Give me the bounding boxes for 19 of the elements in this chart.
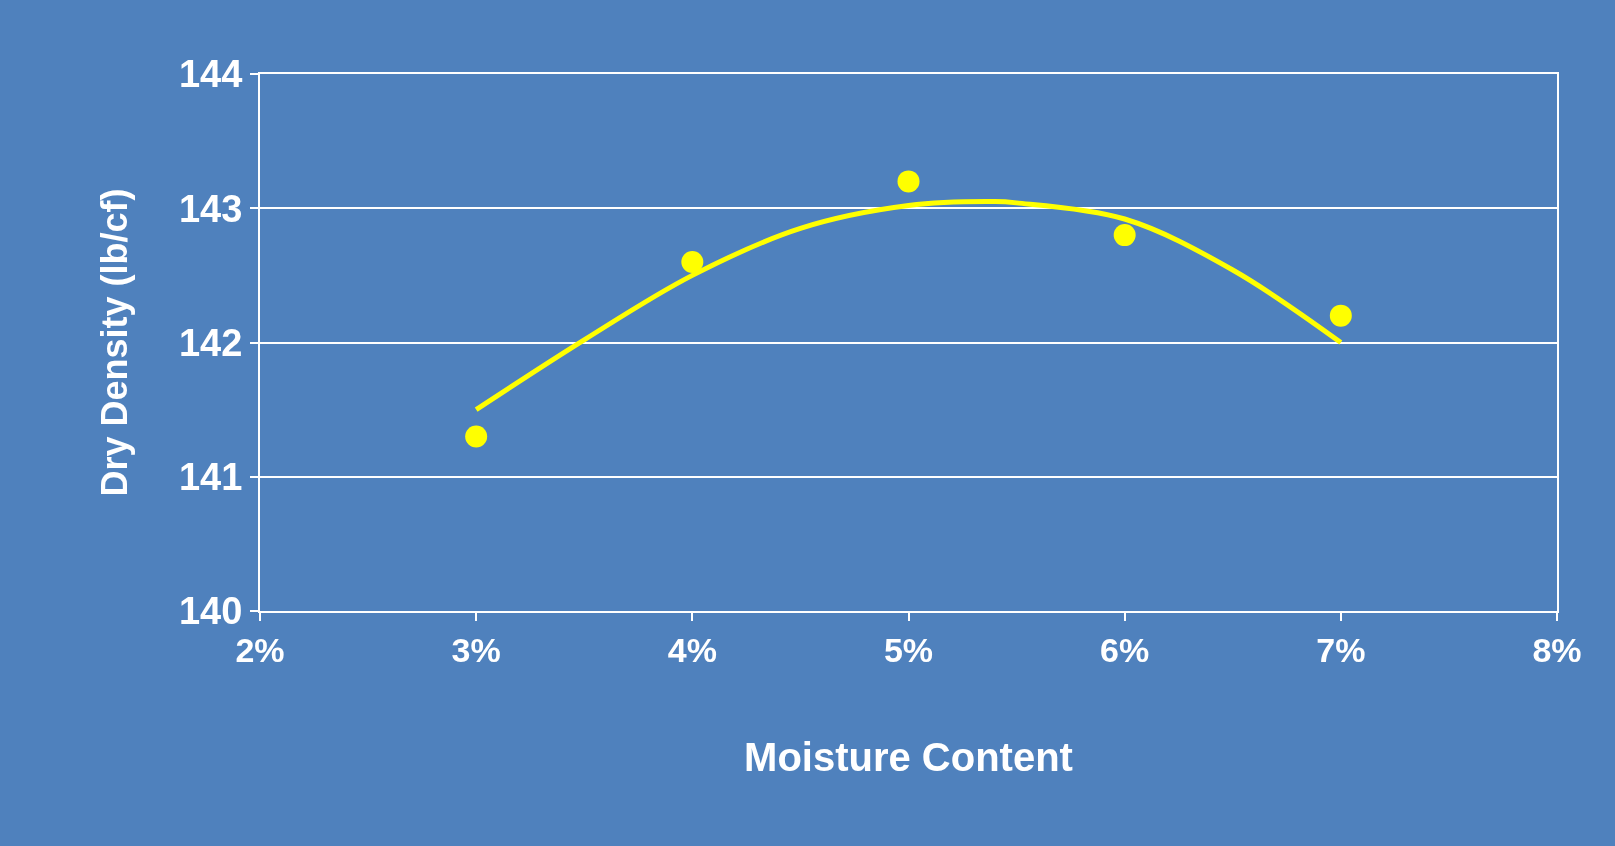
point xyxy=(681,250,704,273)
x-tick-label: 6% xyxy=(1100,630,1150,669)
y-tick-label: 144 xyxy=(178,53,243,96)
point xyxy=(1329,304,1352,327)
x-tick-label: 8% xyxy=(1532,630,1582,669)
y-tick-label: 141 xyxy=(178,456,243,499)
y-tick-label: 140 xyxy=(178,590,243,633)
y-axis-title: Dry Density (lb/cf) xyxy=(94,188,136,497)
point xyxy=(897,170,920,193)
x-tick-label: 7% xyxy=(1316,630,1366,669)
y-tick-label: 142 xyxy=(178,321,243,364)
x-tick-label: 4% xyxy=(667,630,717,669)
x-tick-label: 3% xyxy=(451,630,501,669)
y-tick-label: 143 xyxy=(178,187,243,230)
x-tick-label: 2% xyxy=(235,630,285,669)
point xyxy=(465,425,488,448)
point xyxy=(1113,224,1136,247)
x-tick-label: 5% xyxy=(883,630,934,669)
x-axis-title: Moisture Content xyxy=(744,734,1073,779)
